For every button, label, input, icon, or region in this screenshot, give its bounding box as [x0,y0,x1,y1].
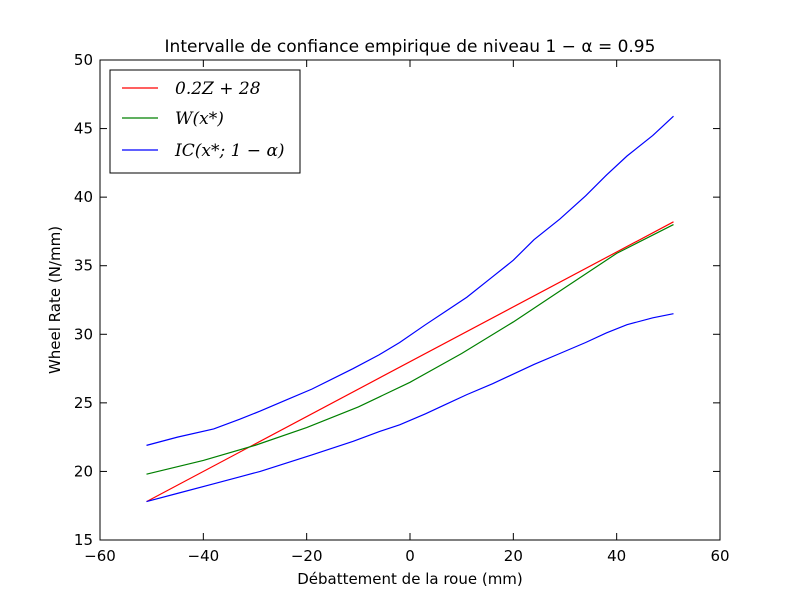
x-tick-label: −40 [188,547,220,565]
legend-label-fit: 0.2Z + 28 [175,79,261,99]
legend-label-w: W(x*) [175,109,224,129]
y-tick-label: 25 [74,394,93,412]
y-tick-label: 20 [74,462,93,480]
x-tick-label: −20 [291,547,323,565]
y-tick-label: 50 [74,51,93,69]
x-axis-label: Débattement de la roue (mm) [297,570,523,588]
y-axis-label: Wheel Rate (N/mm) [46,226,64,374]
axis-ticks: −60 −40 −20 0 20 40 60 15 20 25 30 35 40 45 50 [74,51,730,565]
legend-label-ic: IC(x*; 1 − α) [174,141,285,161]
y-tick-label: 45 [74,120,93,138]
y-tick-label: 35 [74,257,93,275]
y-tick-label: 40 [74,188,93,206]
y-tick-label: 15 [74,531,93,549]
chart-title: Intervalle de confiance empirique de niv… [165,37,656,57]
x-tick-label: 40 [607,547,626,565]
legend-box [109,69,301,174]
x-tick-label: 20 [504,547,523,565]
legend: 0.2Z + 28 W(x*) IC(x*; 1 − α) [109,69,301,174]
series-line-w [146,224,674,475]
series-line-ic-upper [146,115,674,446]
x-tick-label: −60 [84,547,116,565]
series-line-ic-lower [146,313,674,503]
x-tick-label: 60 [710,547,729,565]
x-tick-label: 0 [405,547,415,565]
y-tick-label: 30 [74,325,93,343]
series-line-fit [146,221,674,503]
series-lines [146,115,674,503]
